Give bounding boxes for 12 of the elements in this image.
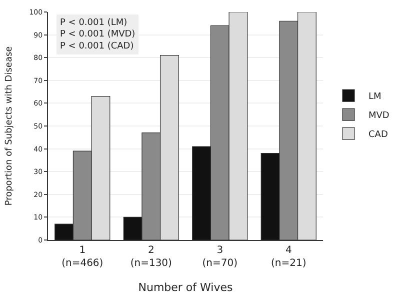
x-tick-label: 2 (n=130) <box>130 245 172 269</box>
annotation: P < 0.001 (MVD) <box>60 30 136 40</box>
legend-label: MVD <box>368 111 390 122</box>
x-tick-label: 4 (n=21) <box>271 245 306 269</box>
legend-label: CAD <box>368 130 388 140</box>
x-tick-label: 1 (n=466) <box>62 245 104 269</box>
legend-label: LM <box>368 92 382 102</box>
x-axis-title: Number of Wives <box>138 281 234 294</box>
annotation: P < 0.001 (LM) <box>60 18 128 28</box>
y-axis-title: Proportion of Subjects with Disease <box>4 46 15 206</box>
annotation: P < 0.001 (CAD) <box>60 41 134 52</box>
x-tick-label: 3 (n=70) <box>202 245 238 269</box>
